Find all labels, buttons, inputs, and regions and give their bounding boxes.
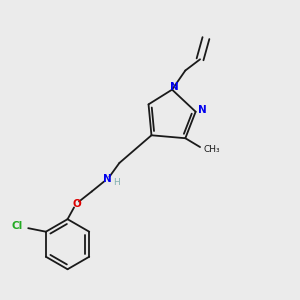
Text: Cl: Cl — [12, 221, 23, 231]
Text: H: H — [113, 178, 120, 187]
Text: CH₃: CH₃ — [204, 145, 220, 154]
Text: N: N — [103, 174, 111, 184]
Text: N: N — [198, 105, 206, 115]
Text: N: N — [170, 82, 178, 92]
Text: O: O — [72, 199, 81, 209]
